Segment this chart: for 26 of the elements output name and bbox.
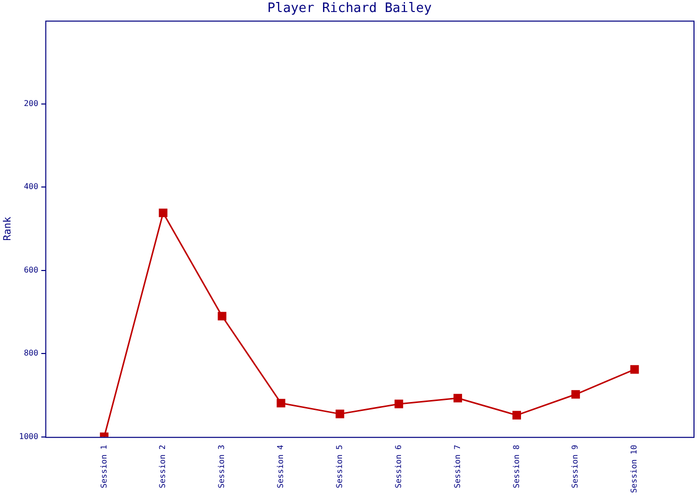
point [571,390,580,399]
point [453,394,462,402]
x-tick-label: Session 9 [570,444,580,488]
x-tick-label: Session 8 [512,444,521,488]
y-tick-label: 400 [24,182,38,192]
point [630,365,639,374]
x-tick-label: Session 2 [158,444,168,488]
point [158,208,168,218]
point [512,410,521,420]
y-tick-label: 800 [24,348,38,358]
point [218,312,226,320]
y-tick-label: 200 [24,98,38,108]
x-tick-label: Session 1 [99,444,108,488]
point [276,398,286,408]
x-tick-label: Session 6 [394,444,403,488]
x-tick-label: Session 7 [452,444,462,488]
x-tick-label: Session 4 [276,444,286,488]
point [336,410,344,418]
chart-title: Player Richard Bailey [267,1,432,16]
x-tick-label: Session 3 [217,444,226,488]
y-tick-label: 600 [24,265,38,274]
point [394,400,404,408]
y-axis-title: Rank [2,216,14,241]
x-tick-label: Session 10 [630,444,639,494]
y-tick-label: 1000 [19,432,38,441]
x-tick-label: Session 5 [334,444,344,488]
